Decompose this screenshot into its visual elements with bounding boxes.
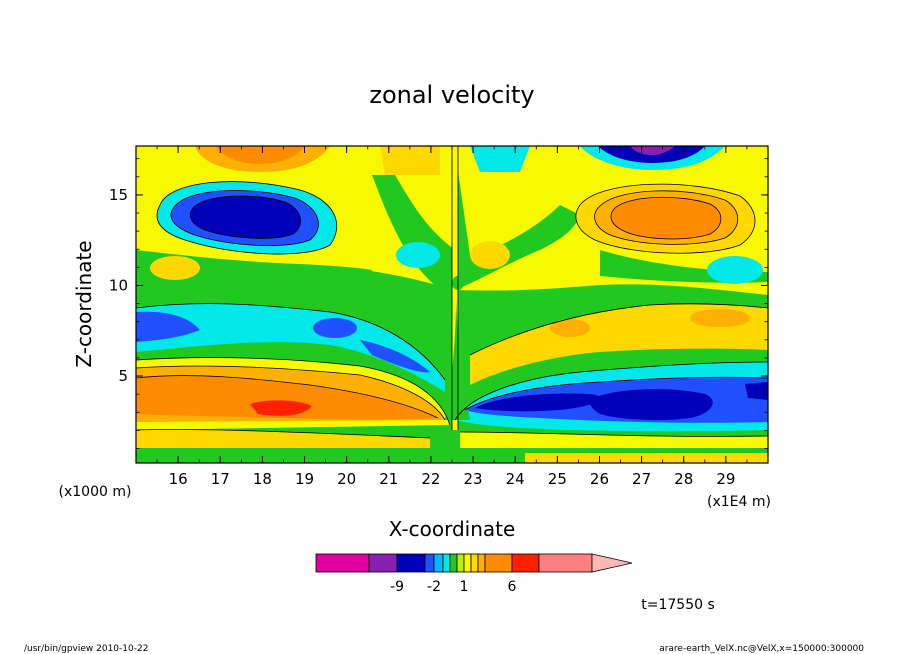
colorbar-segment <box>396 553 426 573</box>
y-tick-label: 15 <box>109 186 128 204</box>
colorbar-segment <box>433 553 444 573</box>
footer-right: arare-earth_VelX.nc@VelX,x=150000:300000 <box>659 644 864 654</box>
colorbar-segment <box>442 553 451 573</box>
colorbar-segment <box>463 553 472 573</box>
field-bottom-right-strip <box>525 453 768 463</box>
colorbar-segment <box>511 553 540 573</box>
colorbar-tick-label: -9 <box>390 579 404 595</box>
field-center-cyan-blob <box>396 242 440 268</box>
field-right-cyan-blob <box>707 256 763 284</box>
x-tick-label: 25 <box>548 470 567 488</box>
field-lower-right-core2 <box>590 389 713 421</box>
x-tick-label: 22 <box>421 470 440 488</box>
field-mid-right-orange-blob2 <box>690 309 750 327</box>
x-axis: 16 17 18 19 20 21 22 23 24 25 26 27 28 29 <box>135 146 769 488</box>
x-tick-label: 19 <box>295 470 314 488</box>
time-label: t=17550 s <box>641 597 715 613</box>
colorbar-ticks: -9 -2 1 6 <box>390 579 517 595</box>
x-axis-label: X-coordinate <box>389 517 516 541</box>
field-center-lower-v <box>445 300 470 420</box>
x-tick-label: 16 <box>169 470 188 488</box>
field-mid-left-blue-streak <box>360 340 430 373</box>
x-tick-label: 26 <box>590 470 609 488</box>
colorbar-segment <box>456 553 465 573</box>
colorbar-segment <box>424 553 435 573</box>
colorbar-tick-label: 6 <box>508 579 517 595</box>
field-ul-core <box>190 196 301 239</box>
field-mid-left-blue-blob <box>313 318 357 338</box>
field-mid-left-blue <box>136 311 200 342</box>
field-lower-left-bottom-yellow <box>136 429 430 448</box>
field-mid-right-orange-blob <box>550 319 590 337</box>
colorbar-segment <box>315 553 370 573</box>
x-tick-label: 18 <box>253 470 272 488</box>
field-lower-left-core <box>136 375 438 420</box>
x-tick-label: 27 <box>632 470 651 488</box>
x-unit-left: (x1000 m) <box>59 484 132 500</box>
colorbar-segment <box>449 553 458 573</box>
y-tick-label: 10 <box>109 276 128 294</box>
field-ur-core <box>610 197 721 239</box>
field-left-orange-blob <box>150 256 200 280</box>
x-tick-label: 29 <box>716 470 735 488</box>
y-tick-label: 5 <box>118 367 128 385</box>
y-axis: 5 10 15 <box>109 158 768 449</box>
colorbar-segment <box>368 553 398 573</box>
field-top-left-core <box>215 146 305 164</box>
field-top-right-cyan <box>470 146 530 172</box>
x-tick-label: 17 <box>211 470 230 488</box>
field-mid-right-orange <box>470 303 768 385</box>
field-mid-left-cyan <box>136 303 445 392</box>
field-lower-right-core3 <box>745 382 768 400</box>
colorbar <box>315 553 633 573</box>
field-lower-right-core <box>475 393 600 412</box>
x-tick-label: 24 <box>506 470 525 488</box>
footer-left: /usr/bin/gpview 2010-10-22 <box>24 644 148 654</box>
field-lower-right-bottom-yellow <box>460 432 768 452</box>
x-tick-label: 21 <box>379 470 398 488</box>
colorbar-segment <box>484 553 513 573</box>
colorbar-tick-label: -2 <box>427 579 441 595</box>
colorbar-segment <box>477 553 486 573</box>
field-center-orange-blob <box>470 241 510 269</box>
x-tick-label: 23 <box>464 470 483 488</box>
chart-title: zonal velocity <box>369 81 534 109</box>
field-top-center-yellow <box>380 146 440 175</box>
x-tick-label: 28 <box>674 470 693 488</box>
colorbar-arrow <box>591 553 633 573</box>
colorbar-segment <box>470 553 479 573</box>
colorbar-segment <box>538 553 593 573</box>
x-unit-right: (x1E4 m) <box>707 494 771 510</box>
x-tick-label: 20 <box>337 470 356 488</box>
y-axis-label: Z-coordinate <box>72 240 96 367</box>
colorbar-tick-label: 1 <box>460 579 469 595</box>
contour-lines <box>136 146 768 439</box>
field-lower-left-deep <box>250 400 312 416</box>
